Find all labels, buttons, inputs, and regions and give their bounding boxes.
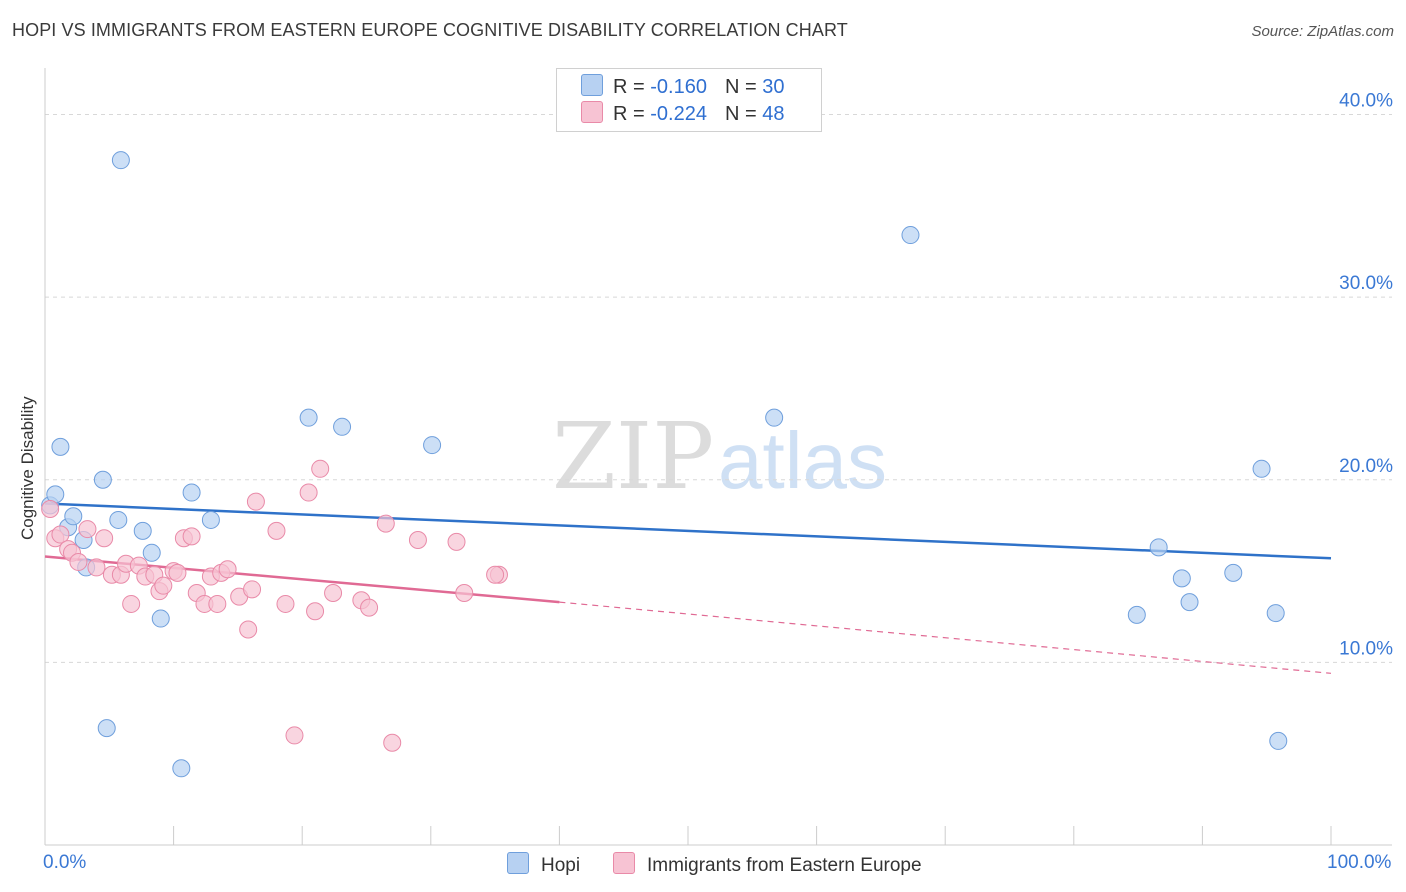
immigrants-point	[306, 602, 325, 621]
hopi-point	[64, 507, 83, 526]
hopi-point	[133, 521, 152, 540]
hopi-n-value: 30	[762, 76, 785, 98]
immigrants-r-label: R =	[613, 103, 645, 125]
hopi-point	[51, 437, 70, 456]
hopi-point	[172, 759, 191, 778]
immigrants-point	[408, 531, 427, 550]
immigrants-point	[168, 563, 187, 582]
hopi-point	[1224, 563, 1243, 582]
x-axis-min-label: 0.0%	[43, 852, 87, 873]
immigrants-point	[51, 525, 70, 544]
hopi-point	[1269, 731, 1288, 750]
bottom-hopi-swatch	[507, 852, 529, 874]
bottom-legend-immigrants: Immigrants from Eastern Europe	[613, 852, 922, 877]
hopi-point	[765, 408, 784, 427]
immigrants-point	[95, 529, 114, 548]
y-tick-label: 30.0%	[1339, 273, 1393, 294]
immigrants-n-value: 48	[762, 103, 785, 125]
immigrants-point	[376, 514, 395, 533]
x-axis-max-label: 100.0%	[1327, 852, 1392, 873]
hopi-point	[1149, 538, 1168, 557]
immigrants-point	[154, 576, 173, 595]
hopi-point	[109, 510, 128, 529]
hopi-point	[182, 483, 201, 502]
hopi-point	[299, 408, 318, 427]
watermark: ZIP atlas	[552, 403, 887, 510]
immigrants-point	[455, 583, 474, 602]
correlation-legend: R = -0.160 N = 30 R = -0.224 N = 48	[556, 68, 822, 132]
hopi-r-label: R =	[613, 76, 645, 98]
hopi-n-label: N =	[724, 76, 757, 98]
immigrants-point	[78, 520, 97, 539]
y-tick-label: 40.0%	[1339, 91, 1393, 112]
hopi-point	[201, 510, 220, 529]
hopi-point	[93, 470, 112, 489]
chart-title: HOPI VS IMMIGRANTS FROM EASTERN EUROPE C…	[12, 20, 848, 40]
legend-row-immigrants: R = -0.224 N = 48	[581, 101, 784, 127]
watermark-zip: ZIP	[552, 403, 714, 510]
immigrants-point	[239, 620, 258, 639]
bottom-hopi-label: Hopi	[541, 855, 581, 876]
bottom-immigrants-swatch	[613, 852, 635, 874]
immigrants-point	[182, 527, 201, 546]
hopi-trend-line	[44, 502, 1332, 560]
source-credit: Source: ZipAtlas.com	[1251, 23, 1394, 40]
hopi-point	[97, 719, 116, 738]
bottom-immigrants-label: Immigrants from Eastern Europe	[647, 855, 922, 876]
immigrants-trend-extension	[559, 601, 1332, 674]
immigrants-point	[486, 565, 505, 584]
immigrants-point	[276, 594, 295, 613]
immigrants-point	[218, 560, 237, 579]
immigrants-point	[208, 594, 227, 613]
immigrants-point	[69, 552, 88, 571]
hopi-point	[1172, 569, 1191, 588]
immigrants-point	[299, 483, 318, 502]
immigrants-point	[243, 580, 262, 599]
y-tick-label: 10.0%	[1339, 638, 1393, 659]
immigrants-swatch	[581, 101, 603, 123]
bottom-legend-hopi: Hopi	[507, 852, 580, 877]
hopi-point	[142, 543, 161, 562]
hopi-point	[423, 436, 442, 455]
immigrants-point	[285, 726, 304, 745]
hopi-r-value: -0.160	[650, 76, 707, 98]
immigrants-r-value: -0.224	[650, 103, 707, 125]
hopi-point	[333, 417, 352, 436]
hopi-point	[1252, 459, 1271, 478]
hopi-point	[1266, 604, 1285, 623]
immigrants-point	[324, 583, 343, 602]
immigrants-point	[360, 598, 379, 617]
hopi-point	[151, 609, 170, 628]
y-tick-label: 20.0%	[1339, 456, 1393, 477]
immigrants-point	[383, 733, 402, 752]
immigrants-point	[246, 492, 265, 511]
immigrants-point	[267, 521, 286, 540]
immigrants-point	[447, 532, 466, 551]
hopi-point	[1127, 605, 1146, 624]
hopi-point	[1180, 593, 1199, 612]
hopi-point	[901, 226, 920, 245]
hopi-point	[111, 151, 130, 170]
watermark-atlas: atlas	[718, 416, 887, 505]
immigrants-point	[87, 558, 106, 577]
hopi-swatch	[581, 74, 603, 96]
immigrants-point	[311, 459, 330, 478]
immigrants-point	[122, 594, 141, 613]
immigrants-point	[41, 499, 60, 518]
immigrants-n-label: N =	[724, 103, 757, 125]
legend-row-hopi: R = -0.160 N = 30	[581, 74, 784, 100]
